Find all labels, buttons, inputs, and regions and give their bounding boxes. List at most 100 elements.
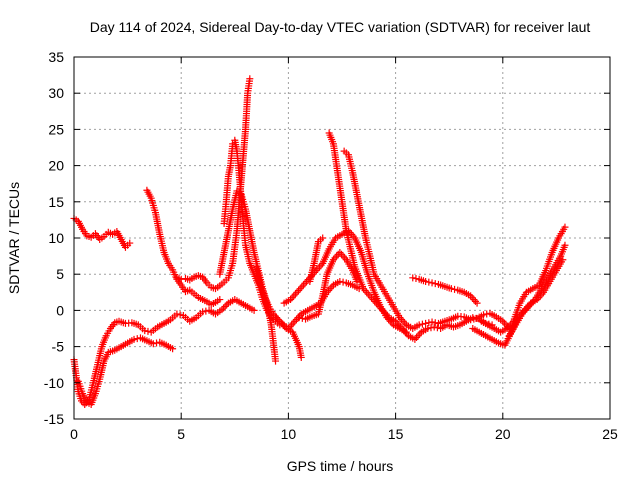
y-tick-label: -10 xyxy=(44,375,64,391)
data-point-marker xyxy=(413,334,421,342)
data-point-marker xyxy=(418,320,426,328)
series-arc-e xyxy=(173,75,254,293)
data-point-marker xyxy=(246,75,254,83)
data-point-marker xyxy=(431,280,439,288)
data-point-marker xyxy=(221,302,229,310)
data-point-marker xyxy=(298,283,306,291)
y-axis-label: SDTVAR / TECUs xyxy=(6,182,22,294)
data-point-marker xyxy=(447,285,455,293)
x-tick-label: 20 xyxy=(495,426,511,442)
data-point-marker xyxy=(430,323,438,331)
x-axis-label: GPS time / hours xyxy=(287,458,394,474)
data-point-marker xyxy=(428,279,436,287)
y-tick-label: 0 xyxy=(56,302,64,318)
series-arc-n xyxy=(340,147,513,332)
data-point-marker xyxy=(339,278,347,286)
chart-title: Day 114 of 2024, Sidereal Day-to-day VTE… xyxy=(90,19,591,35)
data-point-marker xyxy=(216,296,224,304)
data-point-marker xyxy=(293,288,301,296)
data-point-marker xyxy=(415,321,423,329)
grid-lines xyxy=(74,57,610,419)
data-point-marker xyxy=(339,252,347,260)
data-point-marker xyxy=(409,274,417,282)
data-point-marker xyxy=(177,275,185,283)
data-point-marker xyxy=(314,265,322,273)
data-point-marker xyxy=(315,263,323,271)
data-point-marker xyxy=(428,318,436,326)
data-point-marker xyxy=(337,250,345,258)
data-point-marker xyxy=(301,279,309,287)
y-tick-label: -5 xyxy=(52,339,65,355)
data-point-marker xyxy=(470,296,478,304)
data-point-marker xyxy=(250,306,258,314)
data-point-marker xyxy=(149,340,157,348)
data-point-marker xyxy=(169,345,177,353)
series-arc-k xyxy=(295,248,361,323)
data-point-marker xyxy=(144,327,152,335)
data-point-marker xyxy=(561,241,569,249)
data-point-marker xyxy=(366,292,374,300)
data-point-marker xyxy=(296,285,304,293)
y-tick-label: 5 xyxy=(56,266,64,282)
series-arc-m xyxy=(325,129,496,343)
data-point-marker xyxy=(141,327,149,335)
data-point-marker xyxy=(422,319,430,327)
data-point-marker xyxy=(289,319,297,327)
data-point-marker xyxy=(480,311,488,319)
data-point-marker xyxy=(422,277,430,285)
data-point-marker xyxy=(126,239,134,247)
x-tick-label: 25 xyxy=(602,426,618,442)
data-point-marker xyxy=(467,316,475,324)
data-point-marker xyxy=(297,353,305,361)
data-point-marker xyxy=(272,357,280,365)
data-point-marker xyxy=(295,286,303,294)
y-tick-label: -15 xyxy=(44,411,64,427)
data-point-marker xyxy=(424,325,432,332)
data-point-marker xyxy=(299,281,307,289)
series-arc-a xyxy=(70,214,134,251)
data-point-marker xyxy=(364,290,372,298)
series-arc-q xyxy=(477,223,569,336)
y-tick-label: 15 xyxy=(48,194,64,210)
data-point-marker xyxy=(333,252,341,260)
data-point-marker xyxy=(176,311,184,319)
data-point-marker xyxy=(223,301,231,309)
data-point-marker xyxy=(561,223,569,231)
data-point-marker xyxy=(470,315,478,323)
series-arc-d xyxy=(143,186,224,309)
data-point-marker xyxy=(412,275,420,283)
x-tick-label: 15 xyxy=(388,426,404,442)
series-arc-o xyxy=(409,274,481,307)
data-point-marker xyxy=(220,304,228,312)
data-point-marker xyxy=(336,248,344,256)
y-tick-label: 20 xyxy=(48,158,64,174)
data-point-marker xyxy=(199,308,207,316)
data-point-marker xyxy=(559,256,567,264)
y-tick-label: 10 xyxy=(48,230,64,246)
data-points xyxy=(70,75,569,409)
data-point-marker xyxy=(326,285,334,293)
y-tick-label: 35 xyxy=(48,49,64,65)
series-arc-r xyxy=(505,241,569,340)
data-point-marker xyxy=(130,335,138,343)
data-point-marker xyxy=(471,297,479,305)
y-tick-label: 25 xyxy=(48,121,64,137)
series-arc-i xyxy=(272,277,363,332)
data-point-marker xyxy=(425,278,433,286)
data-point-marker xyxy=(290,292,298,300)
x-tick-label: 5 xyxy=(177,426,185,442)
data-point-marker xyxy=(336,277,344,285)
data-point-marker xyxy=(353,277,361,285)
data-point-marker xyxy=(295,314,303,322)
series-arc-l xyxy=(306,234,327,285)
data-point-marker xyxy=(173,310,181,318)
data-point-marker xyxy=(291,317,299,325)
x-tick-label: 0 xyxy=(70,426,78,442)
data-point-marker xyxy=(291,290,299,298)
x-tick-label: 10 xyxy=(281,426,297,442)
axis-ticks: 0 5 10 15 20 25 -15 -10 -5 0 5 10 15 20 25 30 35 xyxy=(44,49,618,442)
data-point-marker xyxy=(319,234,327,242)
data-point-marker xyxy=(427,324,435,332)
data-point-marker xyxy=(363,288,371,296)
